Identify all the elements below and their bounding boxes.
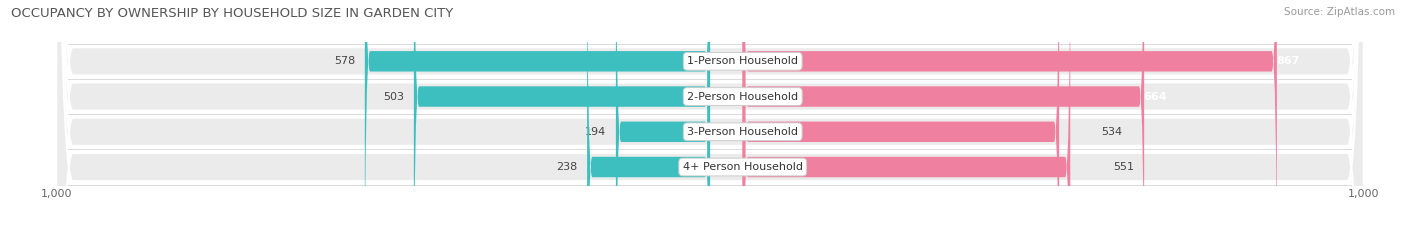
Text: 3-Person Household: 3-Person Household [688, 127, 799, 137]
Text: 503: 503 [382, 92, 404, 102]
Text: Source: ZipAtlas.com: Source: ZipAtlas.com [1284, 7, 1395, 17]
Text: 534: 534 [1102, 127, 1123, 137]
Text: 2-Person Household: 2-Person Household [688, 92, 799, 102]
Text: 4+ Person Household: 4+ Person Household [683, 162, 803, 172]
Text: OCCUPANCY BY OWNERSHIP BY HOUSEHOLD SIZE IN GARDEN CITY: OCCUPANCY BY OWNERSHIP BY HOUSEHOLD SIZE… [11, 7, 454, 20]
FancyBboxPatch shape [616, 0, 710, 233]
Text: 551: 551 [1112, 162, 1133, 172]
FancyBboxPatch shape [588, 0, 710, 233]
FancyBboxPatch shape [56, 0, 1364, 233]
Text: 238: 238 [555, 162, 578, 172]
Text: 867: 867 [1277, 56, 1299, 66]
FancyBboxPatch shape [742, 0, 1070, 233]
FancyBboxPatch shape [742, 0, 1277, 233]
FancyBboxPatch shape [742, 0, 1059, 233]
FancyBboxPatch shape [56, 0, 1364, 233]
Text: 194: 194 [585, 127, 606, 137]
FancyBboxPatch shape [413, 0, 710, 233]
FancyBboxPatch shape [56, 0, 1364, 233]
Text: 578: 578 [333, 56, 356, 66]
Text: 1-Person Household: 1-Person Household [688, 56, 799, 66]
FancyBboxPatch shape [742, 0, 1144, 233]
FancyBboxPatch shape [364, 0, 710, 233]
FancyBboxPatch shape [56, 0, 1364, 233]
Text: 664: 664 [1143, 92, 1167, 102]
